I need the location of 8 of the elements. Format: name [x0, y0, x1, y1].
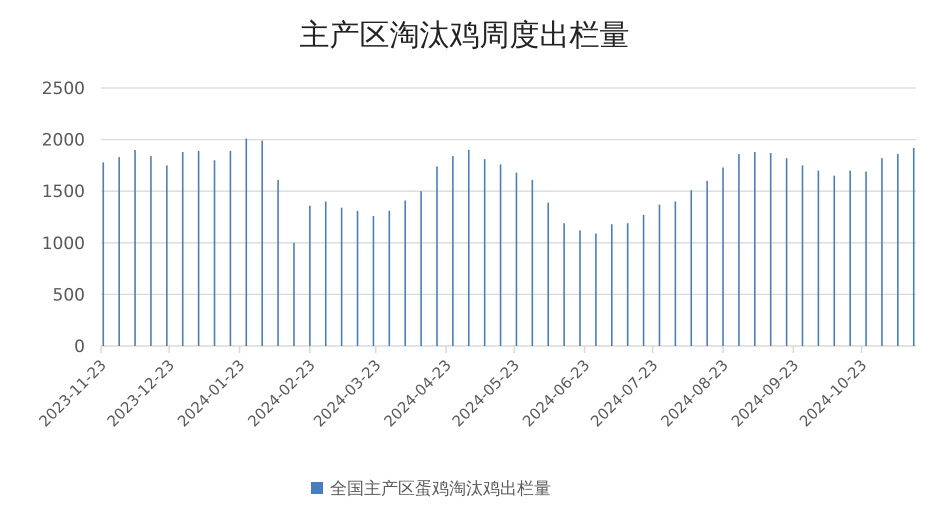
y-tick-label: 500 [52, 285, 85, 306]
y-tick-label: 1500 [42, 182, 85, 202]
y-tick-label: 2500 [42, 79, 85, 99]
chart-title: 主产区淘汰鸡周度出栏量 [300, 18, 630, 53]
legend-label: 全国主产区蛋鸡淘汰鸡出栏量 [330, 479, 551, 499]
y-tick-label: 0 [74, 337, 85, 357]
y-tick-label: 2000 [42, 130, 85, 151]
y-tick-label: 1000 [42, 234, 85, 254]
